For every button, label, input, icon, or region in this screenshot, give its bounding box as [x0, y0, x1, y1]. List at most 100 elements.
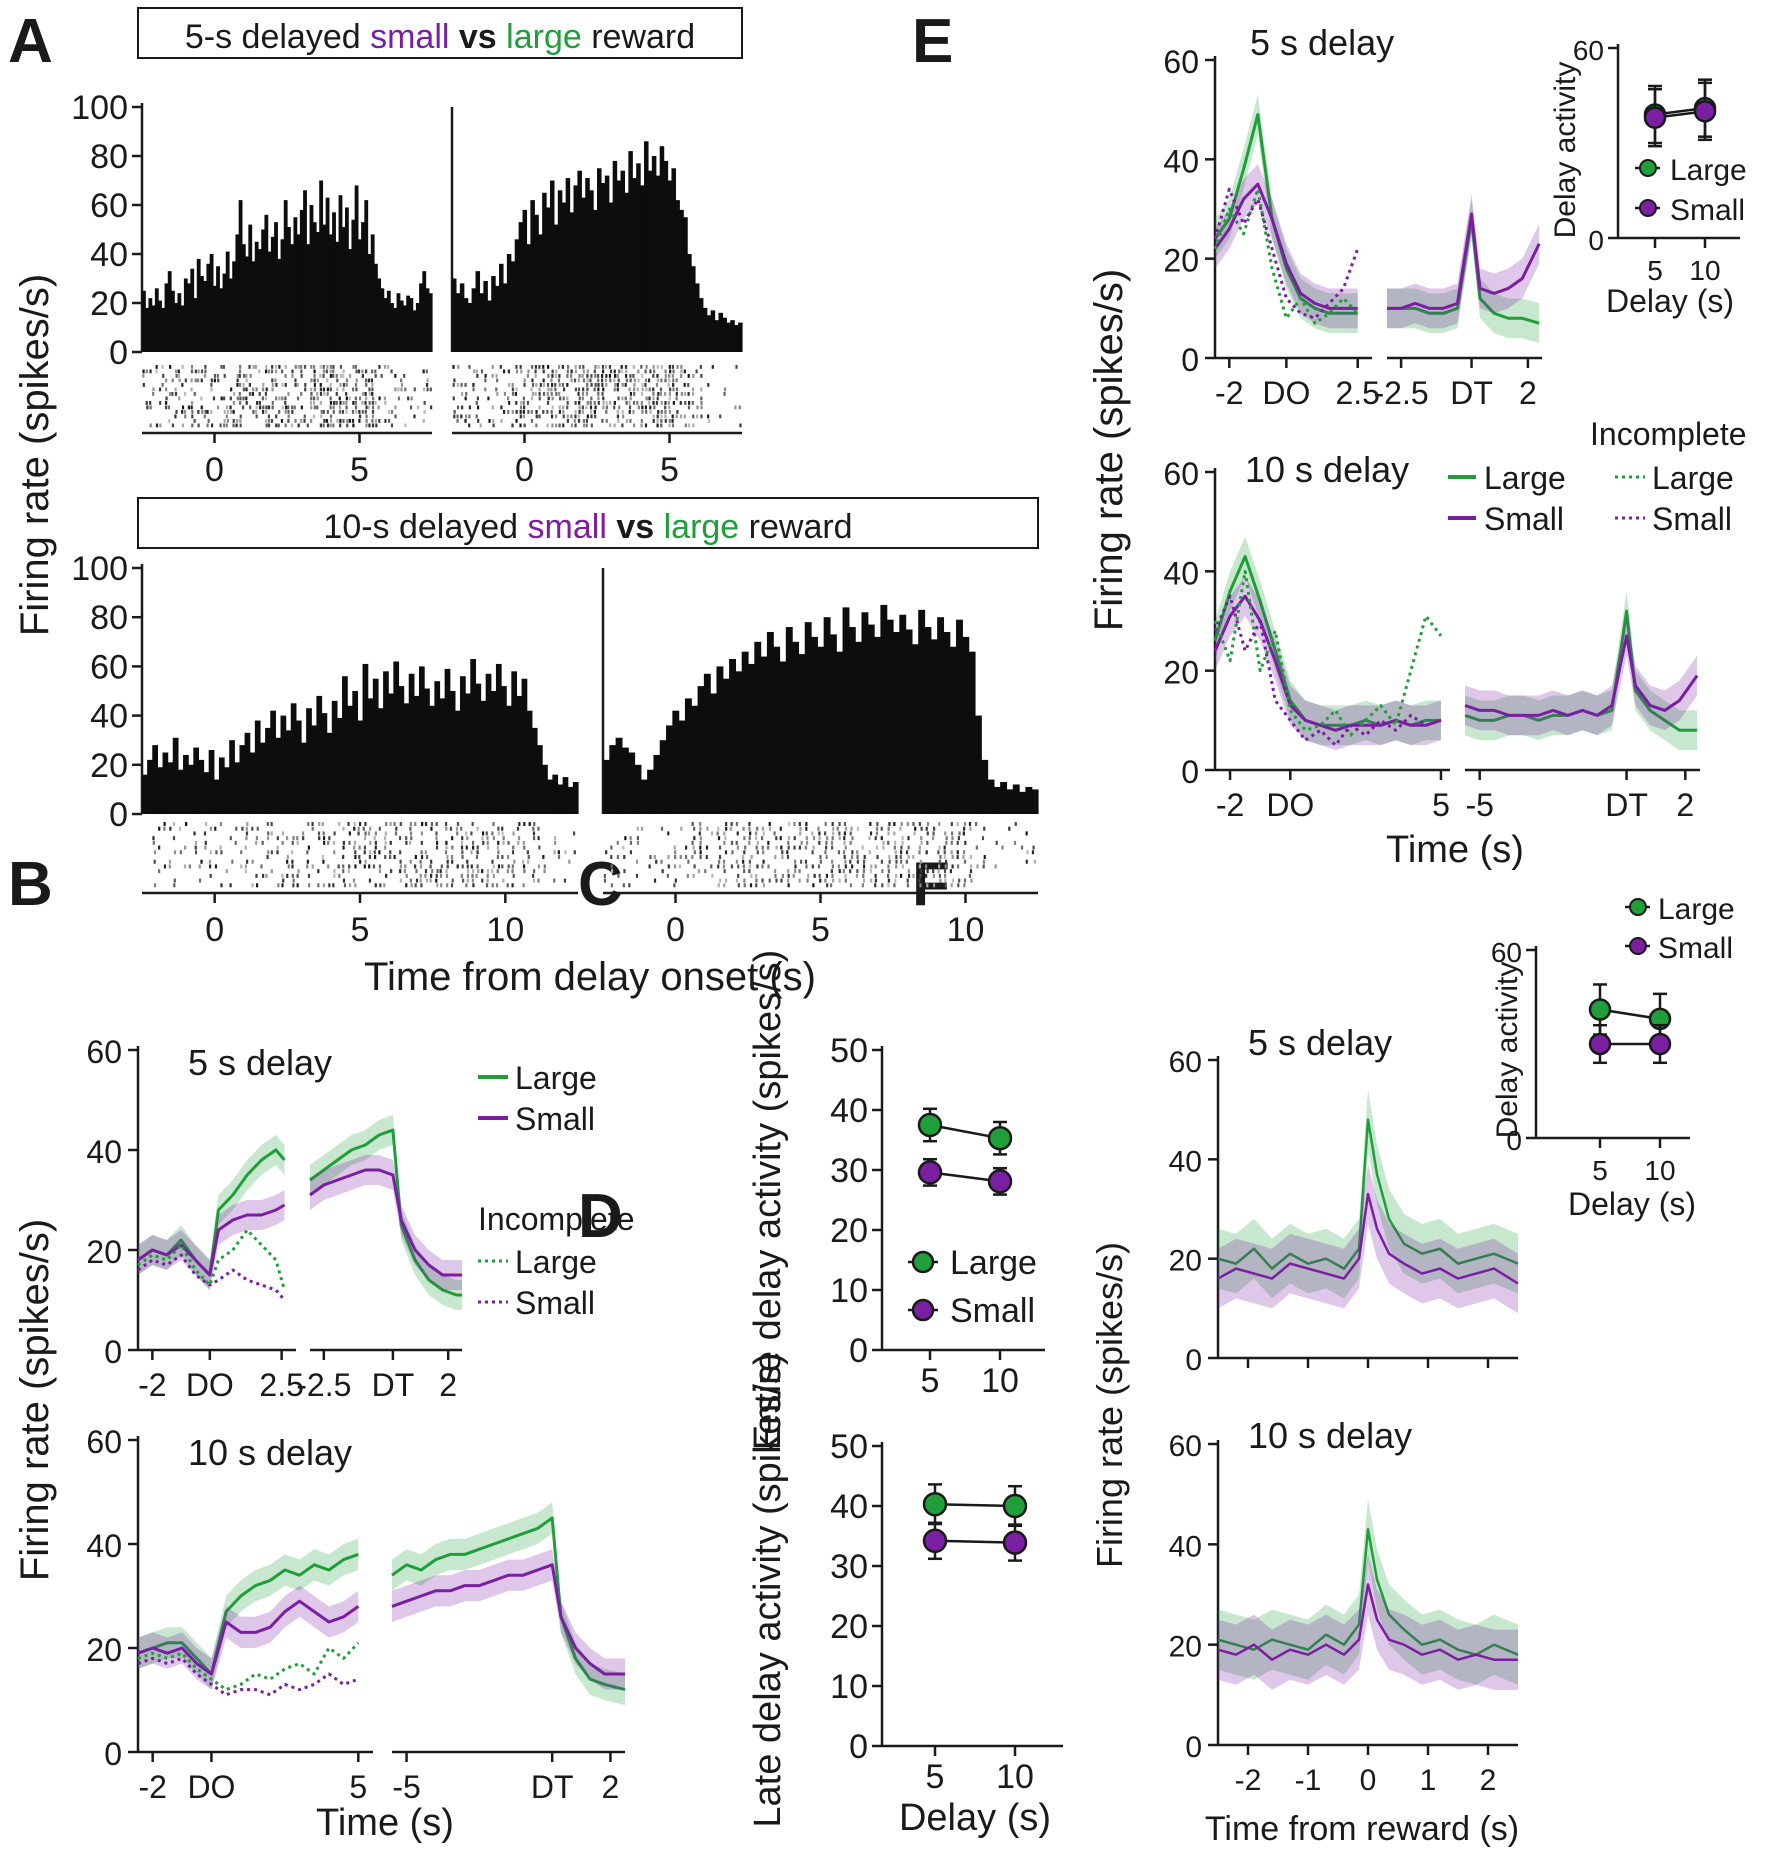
panel-a-10s-large-spike	[856, 855, 859, 860]
panel-a-5s-small-spike	[232, 410, 235, 414]
panel-a-5s-large-spike	[660, 423, 663, 428]
panel-a-5s-small-spike	[297, 365, 300, 369]
panel-a-5s-large-spike	[648, 396, 651, 401]
panel-a-5s-large-spike	[503, 392, 507, 396]
panel-a-10s-small-spike	[435, 878, 438, 883]
panel-a-5s-large-spike	[531, 392, 534, 396]
panel-a-10s-small-spike	[245, 859, 249, 864]
panel-a-5s-large-bar	[475, 271, 481, 352]
panel-a-5s-small-spike	[304, 387, 307, 392]
panel-a-5s-small-spike	[336, 419, 339, 423]
panel-a-5s-large-spike	[641, 387, 644, 392]
panel-a-5s-small-spike	[275, 383, 278, 387]
panel-a-5s-small-spike	[197, 369, 200, 374]
panel-a-10s-small-spike	[209, 864, 212, 869]
panel-a-5s-small-spike	[326, 365, 329, 369]
legend-c-small-marker	[911, 1298, 935, 1322]
panel-a-5s-large-spike	[574, 365, 577, 369]
panel-a-10s-small-spike	[553, 878, 556, 883]
panel-a-10s-large-spike	[968, 822, 972, 827]
panel-a-5s-large-spike	[511, 387, 515, 392]
panel-a-10s-large-spike	[787, 822, 791, 827]
panel-a-5s-large-spike	[668, 396, 671, 401]
panel-a-5s-large-spike	[669, 369, 672, 374]
panel-a-5s-large-spike	[700, 405, 703, 410]
panel-f-inset-point-large	[1588, 998, 1612, 1021]
panel-a-5s-small-bar	[180, 305, 185, 352]
panel-a-10s-small-spike	[348, 840, 351, 845]
panel-a-5s-large-spike	[601, 365, 605, 369]
panel-a-5s-large-spike	[526, 401, 530, 405]
panel-a-5s-small-spike	[404, 423, 407, 428]
panel-a-5s-large-spike	[664, 405, 667, 410]
panel-a-5s-small-spike	[361, 410, 364, 414]
panel-a-5s-large-spike	[668, 378, 671, 383]
panel-a-5s-small-spike	[404, 387, 407, 392]
panel-a-10s-small-bar	[188, 764, 194, 814]
panel-a-5s-large-spike	[581, 410, 584, 414]
panel-a-10s-small-bar	[444, 668, 451, 814]
panel-a-5s-small-spike	[171, 423, 175, 428]
panel-a-10s-large-spike	[862, 864, 866, 869]
panel-a-10s-small-spike	[506, 869, 510, 874]
panel-a-5s-small-spike	[325, 419, 329, 423]
panel-a-5s-large-spike	[566, 419, 570, 423]
panel-a-10s-small-spike	[306, 864, 309, 869]
panel-a-10s-small-spike	[393, 822, 396, 827]
panel-a-10s-large-bar	[741, 651, 749, 814]
panel-a-10s-large-spike	[918, 864, 922, 869]
panel-a-5s-small-bar	[303, 190, 307, 352]
panel-a-10s-small-bar	[475, 683, 482, 814]
panel-a-10s-large-spike	[831, 836, 834, 841]
panel-d-connector-small	[934, 1539, 1016, 1544]
panel-c-y-tick-label: 30	[830, 1152, 868, 1190]
panel-a-10s-large-spike	[1025, 859, 1028, 864]
panel-a-10s-small-spike	[511, 850, 515, 855]
panel-a-10s-large-spike	[895, 859, 898, 864]
panel-a-5s-small-spike	[152, 387, 155, 392]
panel-a-10s-small-spike	[445, 873, 449, 878]
panel-a-5s-small-spike	[236, 374, 239, 378]
panel-a-5s-large-spike	[659, 392, 663, 396]
panel-a-10s-large-spike	[742, 859, 745, 864]
panel-a-5s-small-spike	[194, 369, 197, 374]
panel-e-10s-y-tick-label: 40	[1163, 555, 1199, 591]
panel-a-10s-small-bar	[183, 754, 189, 814]
panel-a-10s-large-spike	[699, 822, 702, 827]
panel-a-10s-small-bar	[418, 666, 425, 814]
panel-a-10s-large-spike	[610, 845, 613, 850]
panel-a-5s-large-spike	[465, 392, 468, 396]
panel-a-5s-small-spike	[364, 410, 367, 414]
panel-a-10s-large-spike	[756, 826, 759, 831]
panel-a-10s-large-spike	[856, 859, 859, 864]
panel-a-10s-large-spike	[969, 869, 973, 874]
panel-a-5s-small-spike	[204, 369, 207, 374]
panel-a-5s-large-spike	[566, 401, 569, 405]
panel-f-10s-x-tick-label: 2	[1480, 1764, 1497, 1797]
panel-a-10s-small-bar	[362, 663, 369, 814]
panel-a-5s-large-spike	[609, 369, 613, 374]
panel-a-10s-small-spike	[342, 855, 345, 860]
panel-a-10s-large-spike	[874, 873, 877, 878]
panel-a-10s-small-bar	[198, 759, 205, 814]
panel-a-10s-small-spike	[286, 859, 289, 864]
panel-a-5s-large-spike	[691, 392, 695, 396]
panel-a-5s-small-spike	[383, 365, 387, 369]
panel-a-10s-large-spike	[775, 878, 778, 883]
panel-a-5s-small-spike	[225, 405, 229, 410]
panel-a-5s-large-spike	[508, 401, 511, 405]
panel-a-10s-large-spike	[920, 826, 923, 831]
panel-a-10s-small-spike	[435, 831, 438, 836]
panel-a-5s-large-spike	[538, 396, 541, 401]
panel-a-10s-small-spike	[342, 864, 345, 869]
panel-a-10s-large-bar	[924, 627, 932, 814]
panel-e-10s-line-small-dotted	[1213, 594, 1442, 747]
panel-a-5s-large-spike	[574, 414, 577, 419]
panel-a-5s-large-spike	[647, 378, 651, 383]
panel-a-10s-small-spike	[255, 873, 258, 878]
panel-a-5s-small-bar	[158, 300, 162, 352]
panel-a-10s-large-bar	[899, 614, 907, 814]
panel-a-10s-small-bar	[485, 673, 492, 814]
panel-e-y-label: Firing rate (spikes/s)	[1087, 269, 1131, 631]
panel-a-5s-small-spike	[329, 369, 332, 374]
